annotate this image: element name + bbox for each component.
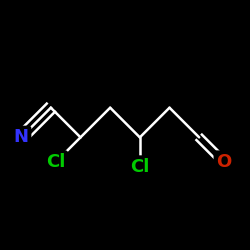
Text: O: O [216,153,232,171]
Text: N: N [14,128,29,146]
Text: Cl: Cl [130,158,150,176]
Text: Cl: Cl [46,153,66,171]
